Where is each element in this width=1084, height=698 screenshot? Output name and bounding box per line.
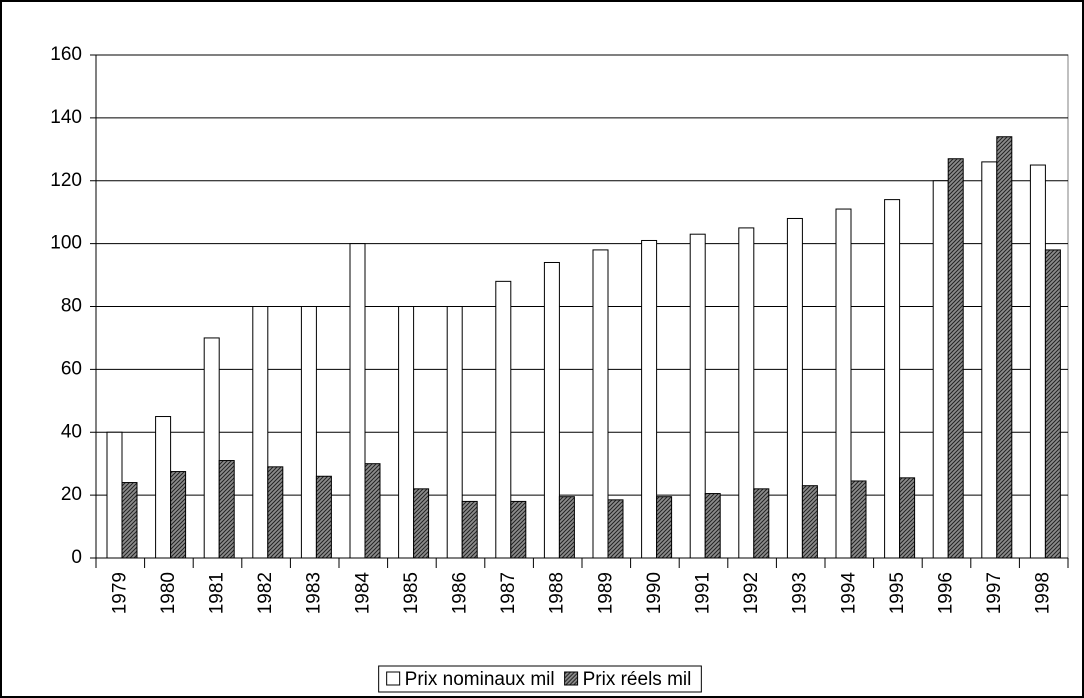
- bar: [495, 280, 512, 559]
- bar: [170, 471, 187, 559]
- bar: [704, 493, 721, 559]
- bar: [543, 261, 560, 559]
- x-tick-label: 1986: [450, 572, 471, 614]
- x-tick-label: 1996: [936, 572, 957, 614]
- bar: [121, 482, 138, 559]
- x-tick-label: 1981: [207, 572, 228, 614]
- legend-swatch: [564, 671, 579, 686]
- bar: [218, 460, 235, 559]
- bar: [1029, 164, 1046, 559]
- y-tick-label: 60: [61, 358, 82, 379]
- bar: [558, 496, 575, 559]
- bar: [899, 477, 916, 559]
- bar: [349, 243, 366, 559]
- bar: [267, 466, 284, 559]
- bar: [413, 488, 430, 559]
- y-tick-label: 20: [61, 484, 82, 505]
- x-tick-label: 1980: [158, 572, 179, 614]
- y-tick-label: 160: [50, 44, 82, 65]
- x-tick-label: 1982: [255, 572, 276, 614]
- bar: [947, 158, 964, 559]
- bar: [656, 496, 673, 559]
- x-tick-label: 1990: [644, 572, 665, 614]
- x-tick-label: 1983: [304, 572, 325, 614]
- bar: [801, 485, 818, 559]
- bar: [607, 499, 624, 559]
- bar: [641, 239, 658, 559]
- x-tick-label: 1979: [109, 572, 130, 614]
- bar: [398, 306, 415, 559]
- x-tick-label: 1993: [790, 572, 811, 614]
- x-tick-label: 1997: [984, 572, 1005, 614]
- y-tick-label: 40: [61, 421, 82, 442]
- bar: [932, 180, 949, 559]
- bar: [981, 161, 998, 559]
- legend-swatch: [386, 671, 401, 686]
- bar: [786, 217, 803, 559]
- bar: [510, 500, 527, 559]
- legend-label: Prix réels mil: [583, 669, 692, 690]
- bar: [592, 249, 609, 559]
- x-tick-label: 1995: [887, 572, 908, 614]
- bar: [835, 208, 852, 559]
- legend-box: [378, 665, 702, 693]
- y-tick-label: 120: [50, 170, 82, 191]
- bar: [315, 475, 332, 559]
- bar: [996, 136, 1013, 559]
- bar: [155, 416, 172, 559]
- x-tick-label: 1985: [401, 572, 422, 614]
- bar: [850, 480, 867, 559]
- bar: [364, 463, 381, 559]
- legend: Prix nominaux mil Prix réels mil: [378, 665, 702, 693]
- y-tick-label: 0: [71, 547, 82, 568]
- x-tick-label: 1991: [693, 572, 714, 614]
- bar: [461, 500, 478, 559]
- bar: [252, 306, 269, 559]
- bar: [300, 306, 317, 559]
- bar: [689, 233, 706, 559]
- x-tick-label: 1994: [838, 572, 859, 615]
- x-tick-label: 1992: [741, 572, 762, 614]
- bar: [884, 199, 901, 559]
- y-tick-label: 80: [61, 296, 82, 317]
- legend-label: Prix nominaux mil: [405, 669, 555, 690]
- x-tick-label: 1988: [547, 572, 568, 614]
- x-tick-label: 1998: [1033, 572, 1054, 614]
- y-tick-label: 100: [50, 233, 82, 254]
- bar: [753, 488, 770, 559]
- bar: [446, 306, 463, 559]
- x-tick-label: 1987: [498, 572, 519, 614]
- bar: [1044, 249, 1061, 559]
- x-tick-label: 1989: [595, 572, 616, 614]
- x-tick-label: 1984: [352, 572, 373, 615]
- bar: [203, 337, 220, 559]
- y-tick-label: 140: [50, 107, 82, 128]
- bar: [106, 431, 123, 559]
- bar: [738, 227, 755, 559]
